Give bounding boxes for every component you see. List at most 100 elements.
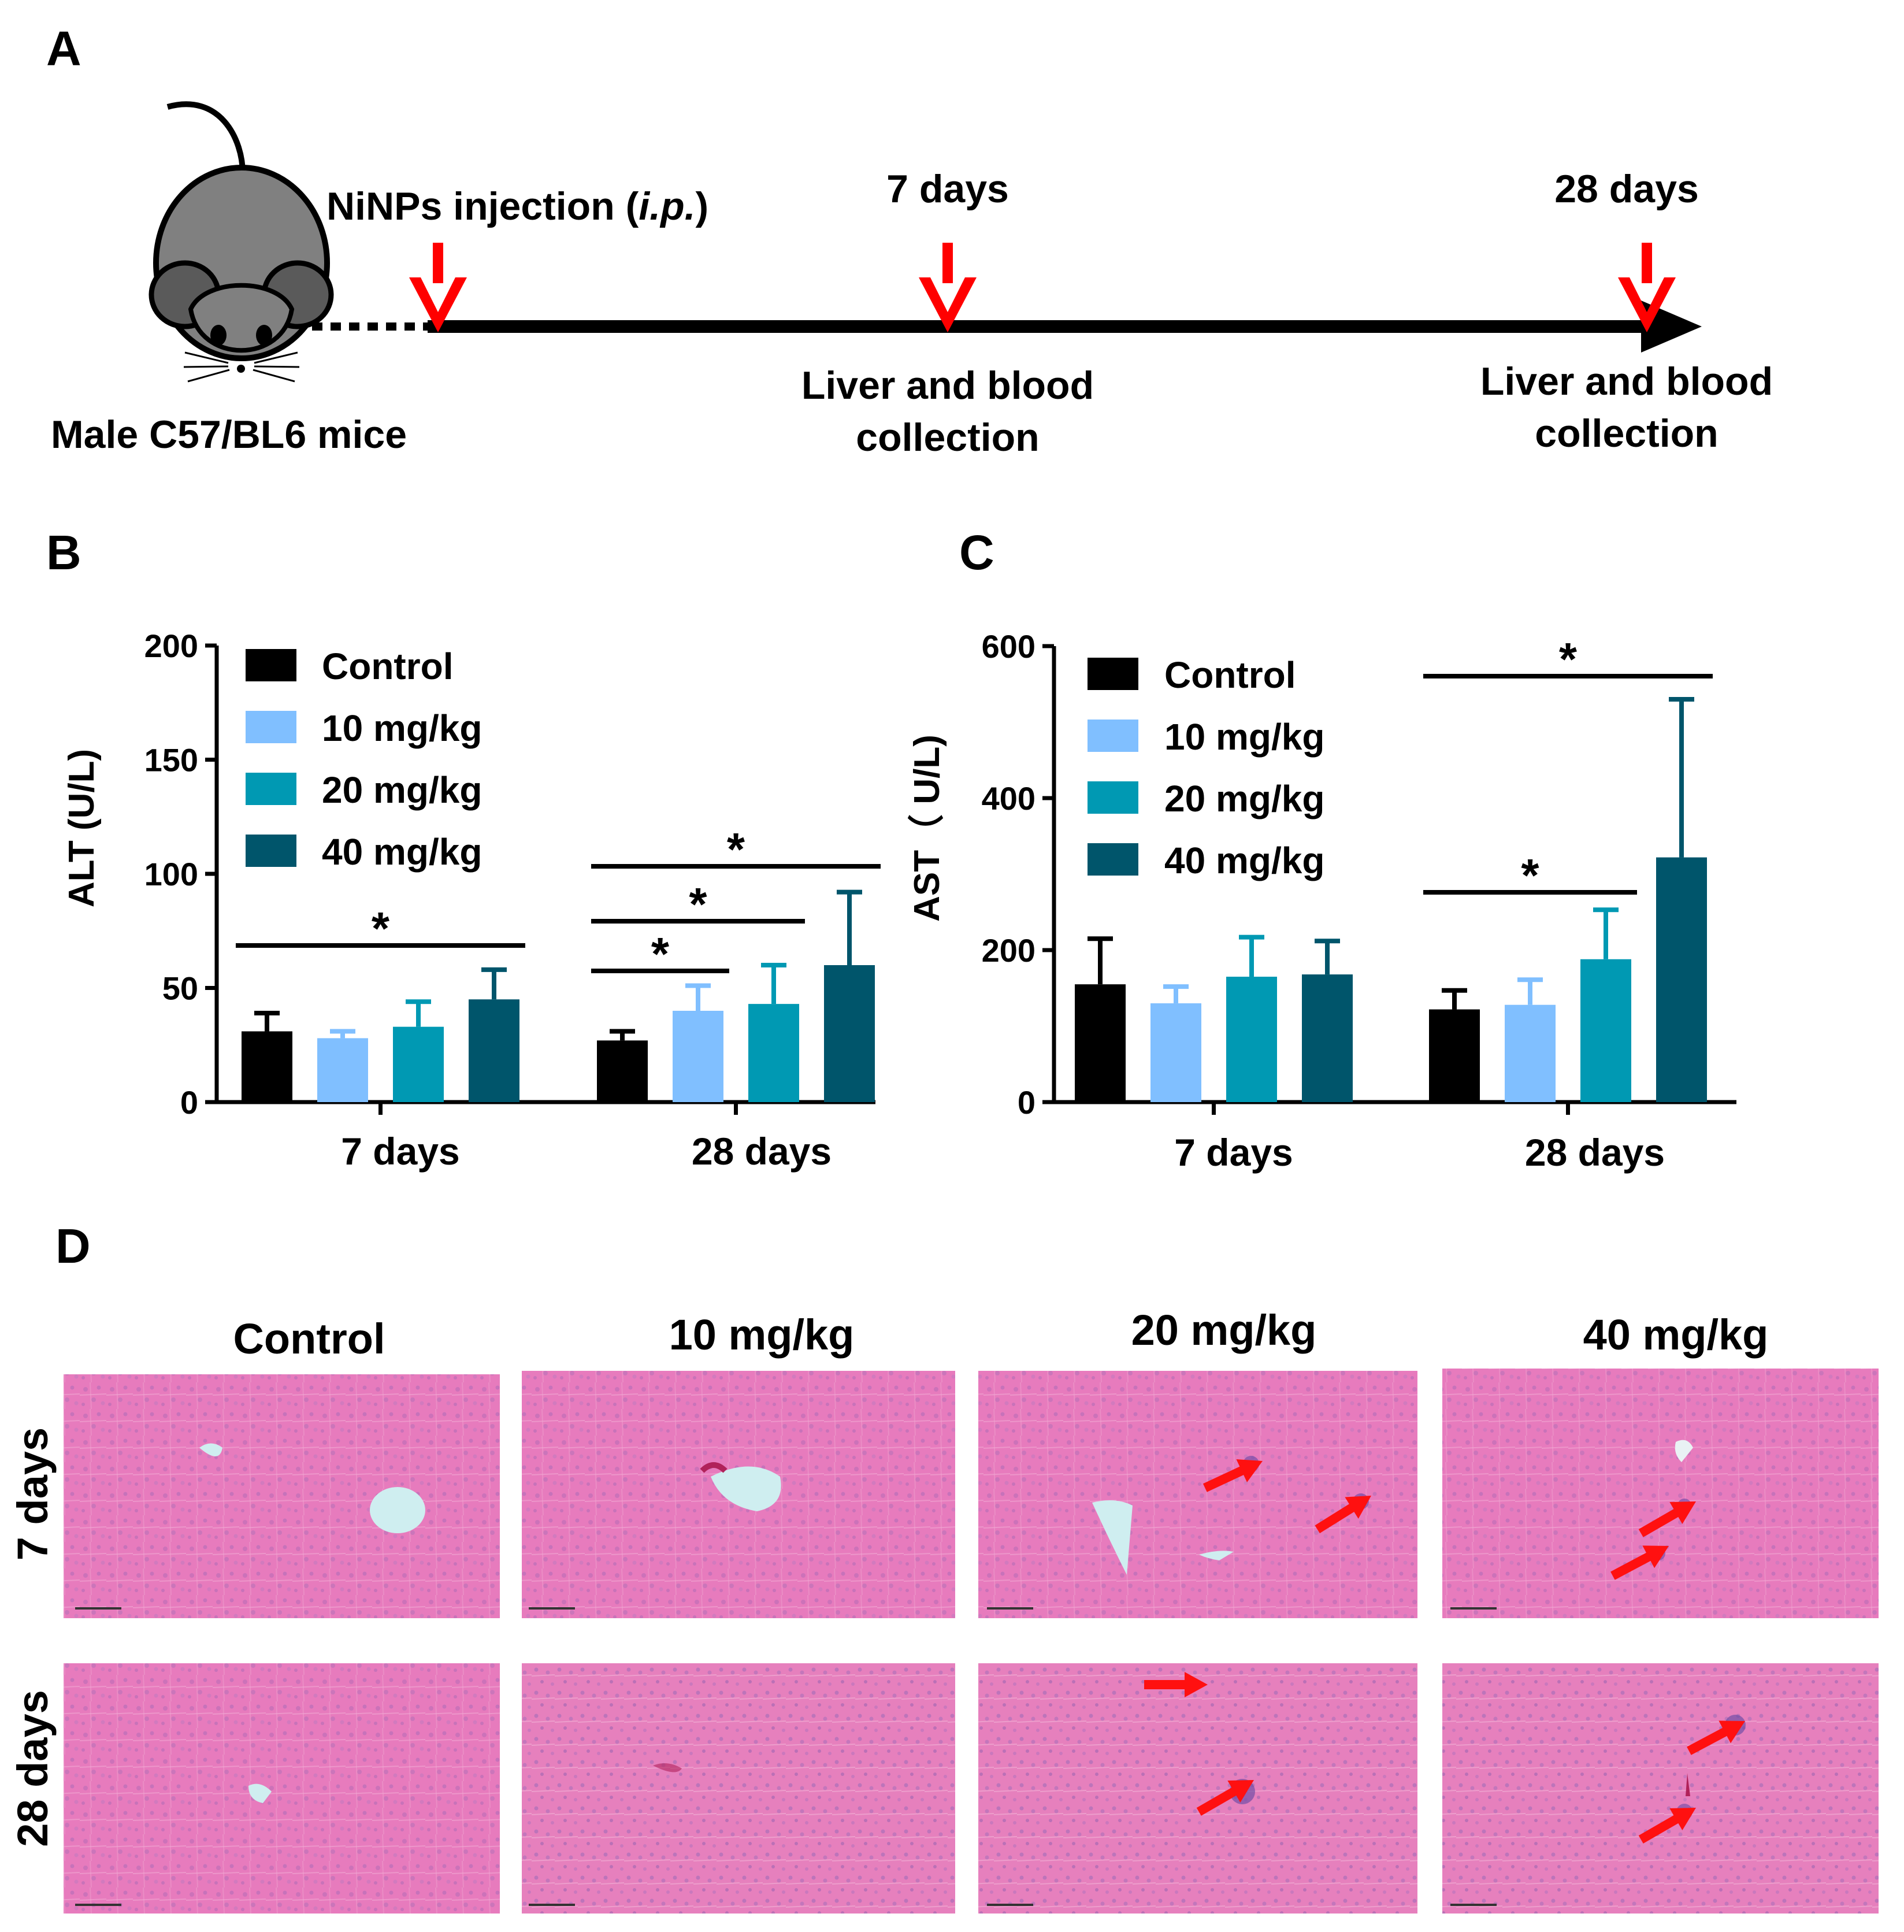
- histology-col-40: 40 mg/kg: [1583, 1311, 1769, 1359]
- histology-image-control-28d: [64, 1663, 500, 1914]
- y-tick-label: 150: [144, 742, 198, 778]
- central-vein: [370, 1487, 425, 1533]
- legend-swatch: [1088, 781, 1138, 814]
- injection-label: NiNPs injection (i.p.): [326, 184, 708, 228]
- panel-d-letter: D: [55, 1219, 91, 1273]
- legend-swatch: [246, 711, 296, 743]
- bar-20-mg-kg-0: [393, 1026, 444, 1102]
- timeline-red-arrows: [409, 243, 1676, 332]
- collection-28d-line1: Liver and blood: [1480, 359, 1773, 403]
- significance-star: *: [372, 903, 390, 954]
- bar-control-0: [1075, 984, 1126, 1102]
- red-arrow-icon: [1202, 1459, 1263, 1492]
- chart-ast-ylabel: AST（ U/L): [907, 735, 947, 922]
- histology-red-arrows: [1144, 1459, 1745, 1844]
- blood-cells: [1686, 1773, 1690, 1796]
- blood-cells: [700, 1462, 728, 1473]
- significance-star: *: [651, 928, 670, 980]
- chart-alt-ylabel: ALT (U/L): [62, 749, 102, 907]
- legend-label: 20 mg/kg: [1164, 778, 1324, 819]
- vessel-lumen: [1675, 1440, 1693, 1462]
- histology-col-20: 20 mg/kg: [1131, 1306, 1317, 1354]
- mouse-head: [188, 283, 295, 353]
- vessel-lumen: [1199, 1551, 1234, 1560]
- legend-swatch: [1088, 658, 1138, 690]
- significance-star: *: [1559, 633, 1578, 685]
- bar-control-1: [1429, 1009, 1480, 1102]
- bar-20-mg-kg-1: [748, 1004, 799, 1102]
- panel-c-letter: C: [959, 525, 994, 580]
- histology-image-20-7d: [978, 1371, 1417, 1618]
- legend-label: 40 mg/kg: [322, 831, 482, 873]
- significance-star: *: [727, 824, 745, 875]
- x-category-label: 7 days: [1174, 1131, 1293, 1174]
- vessel-lumen: [1092, 1500, 1133, 1575]
- histology-row-28days: 28 days: [9, 1690, 57, 1847]
- y-tick-label: 0: [180, 1084, 198, 1121]
- bar-control-0: [242, 1031, 292, 1102]
- histology-image-10-7d: [522, 1371, 955, 1618]
- histology-image-control-7d: [64, 1374, 500, 1618]
- mouse-illustration: [149, 101, 334, 383]
- red-arrow-icon: [1196, 1780, 1254, 1816]
- mouse-tail: [166, 101, 246, 174]
- legend-swatch: [246, 773, 296, 805]
- mouse-label: Male C57/BL6 mice: [51, 413, 407, 457]
- significance-star: *: [1521, 850, 1539, 901]
- legend-swatch: [1088, 843, 1138, 876]
- legend-label: 10 mg/kg: [322, 707, 482, 749]
- panel-b-letter: B: [46, 525, 81, 580]
- y-tick-label: 400: [982, 780, 1035, 817]
- red-arrow-icon: [1315, 1496, 1371, 1534]
- y-tick-label: 600: [982, 628, 1035, 665]
- y-tick-label: 200: [144, 628, 198, 664]
- x-category-label: 28 days: [1525, 1131, 1665, 1174]
- bar-10-mg-kg-0: [1150, 1003, 1201, 1102]
- legend-swatch: [1088, 720, 1138, 752]
- histology-row-7days: 7 days: [9, 1427, 57, 1560]
- bar-10-mg-kg-1: [673, 1011, 723, 1102]
- red-arrow-icon: [1687, 1720, 1745, 1755]
- day7-label: 7 days: [886, 167, 1009, 211]
- bar-40-mg-kg-0: [1302, 974, 1353, 1102]
- legend-label: 40 mg/kg: [1164, 840, 1324, 881]
- red-arrow-icon: [1638, 1501, 1696, 1537]
- bar-20-mg-kg-0: [1226, 977, 1277, 1102]
- histology-image-10-28d: [522, 1663, 955, 1914]
- legend-label: Control: [322, 646, 454, 687]
- legend-swatch: [246, 649, 296, 681]
- blood-cells: [653, 1763, 682, 1772]
- injection-arrow-icon: [409, 243, 467, 332]
- collection-7d-line2: collection: [856, 416, 1039, 459]
- histology-image-40-28d: [1442, 1663, 1879, 1914]
- chart-ast: AST（ U/L) 0 200 400 600 7 days 28 days * * Contr…: [907, 628, 1736, 1174]
- collection-7d-line1: Liver and blood: [801, 364, 1094, 407]
- red-arrow-icon: [1638, 1808, 1696, 1844]
- bar-40-mg-kg-1: [1656, 857, 1707, 1102]
- y-tick-label: 100: [144, 856, 198, 892]
- bar-10-mg-kg-0: [317, 1038, 368, 1102]
- y-tick-label: 50: [162, 970, 198, 1007]
- mouse-right-eye: [256, 325, 272, 346]
- x-category-label: 28 days: [692, 1130, 832, 1173]
- collection-28d-line2: collection: [1535, 411, 1718, 455]
- bar-40-mg-kg-0: [469, 999, 519, 1102]
- histology-image-20-28d: [978, 1663, 1417, 1914]
- bar-20-mg-kg-1: [1580, 959, 1631, 1102]
- y-tick-label: 0: [1018, 1084, 1035, 1121]
- legend-label: 20 mg/kg: [322, 769, 482, 811]
- day28-label: 28 days: [1554, 167, 1699, 211]
- central-vein: [248, 1783, 272, 1803]
- legend-label: 10 mg/kg: [1164, 716, 1324, 758]
- x-category-label: 7 days: [341, 1130, 459, 1173]
- vessel-lumen: [199, 1443, 222, 1456]
- day7-arrow-icon: [919, 243, 977, 332]
- legend-label: Control: [1164, 654, 1296, 696]
- histology-col-10: 10 mg/kg: [669, 1311, 855, 1359]
- mouse-nose: [237, 365, 245, 373]
- y-tick-label: 200: [982, 932, 1035, 969]
- red-arrow-icon: [1610, 1545, 1669, 1580]
- histology-col-control: Control: [233, 1315, 385, 1363]
- central-vein: [711, 1466, 781, 1511]
